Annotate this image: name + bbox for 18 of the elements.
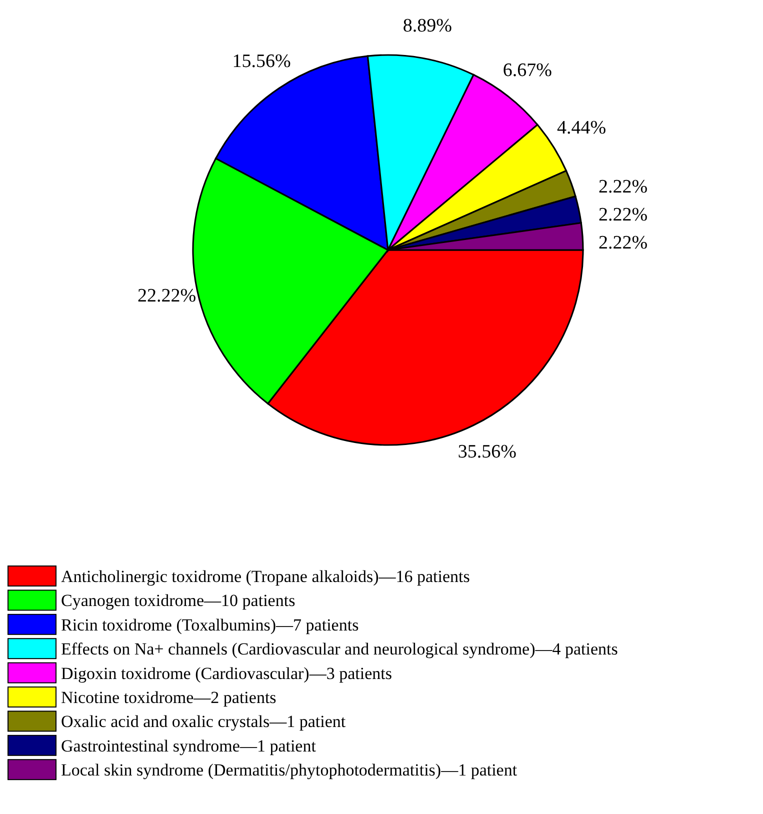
legend-label: Local skin syndrome (Dermatitis/phytophotodermatitis)—1 patient xyxy=(61,760,518,780)
legend-label: Ricin toxidrome (Toxalbumins)—7 patients xyxy=(61,615,359,634)
data-label: 22.22% xyxy=(137,285,196,306)
legend-label: Gastrointestinal syndrome—1 patient xyxy=(61,736,316,756)
legend-label: Digoxin toxidrome (Cardiovascular)—3 patients xyxy=(61,664,392,683)
data-label: 8.89% xyxy=(402,16,452,37)
legend-label: Effects on Na+ channels (Cardiovascular and neurological syndrome)—4 patients xyxy=(61,640,618,659)
data-label: 6.67% xyxy=(502,60,552,82)
data-label: 2.22% xyxy=(598,204,648,226)
legend-label: Nicotine toxidrome—2 patients xyxy=(61,688,276,707)
data-label: 15.56% xyxy=(232,50,292,72)
data-label: 2.22% xyxy=(598,232,648,254)
legend-label: Anticholinergic toxidrome (Tropane alkaloids)—16 patients xyxy=(61,567,470,586)
data-label: 2.22% xyxy=(598,176,648,198)
data-label: 4.44% xyxy=(557,118,606,139)
legend-label: Cyanogen toxidrome—10 patients xyxy=(61,591,296,610)
legend-label: Oxalic acid and oxalic crystals—1 patient xyxy=(61,712,346,732)
data-label: 35.56% xyxy=(458,442,517,463)
